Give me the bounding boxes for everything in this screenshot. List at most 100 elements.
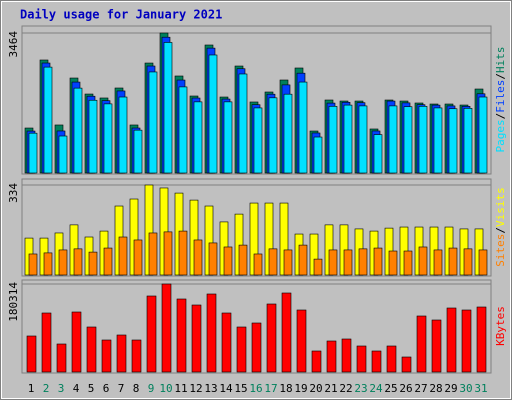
x-tick-label: 21 — [324, 382, 337, 395]
bar — [418, 246, 428, 276]
x-tick-label: 7 — [118, 382, 125, 395]
bar — [118, 236, 128, 276]
bar — [118, 96, 128, 174]
bar — [296, 309, 307, 373]
chart-title: Daily usage for January 2021 — [20, 8, 222, 22]
bar — [238, 244, 248, 276]
bar — [446, 307, 457, 373]
bar — [311, 350, 322, 373]
bar — [208, 242, 218, 276]
bar — [133, 239, 143, 276]
bar — [133, 129, 143, 174]
legend: Sites/Visits — [494, 187, 507, 267]
legend-entry: Visits — [494, 187, 507, 227]
bar — [253, 253, 263, 276]
bar — [373, 247, 383, 276]
legend-entry: Files — [494, 80, 507, 113]
bar — [373, 134, 383, 174]
bar — [401, 356, 412, 373]
bar — [103, 103, 113, 174]
x-tick-label: 23 — [354, 382, 367, 395]
bar — [386, 345, 397, 373]
bar — [161, 283, 172, 373]
bar — [281, 292, 292, 373]
bar — [88, 99, 98, 174]
x-tick-label: 31 — [474, 382, 487, 395]
legend-separator: / — [494, 113, 507, 120]
x-tick-label: 12 — [189, 382, 202, 395]
bar — [461, 309, 472, 373]
bar — [266, 303, 277, 373]
legend-entry: Pages — [494, 119, 507, 152]
bar — [313, 258, 323, 276]
bar — [73, 87, 83, 174]
bar — [26, 335, 37, 373]
bar — [358, 248, 368, 276]
bar — [476, 306, 487, 373]
x-tick-label: 30 — [459, 382, 472, 395]
bar — [433, 107, 443, 174]
bar — [101, 339, 112, 373]
bar — [71, 311, 82, 373]
bar — [326, 340, 337, 373]
bar — [478, 96, 488, 174]
bar — [313, 136, 323, 174]
bar — [388, 105, 398, 174]
bar — [418, 106, 428, 174]
bar — [178, 230, 188, 276]
x-tick-label: 16 — [249, 382, 262, 395]
x-tick-label: 24 — [369, 382, 383, 395]
x-tick-label: 28 — [429, 382, 442, 395]
bar — [328, 106, 338, 174]
bar — [43, 252, 53, 276]
bar — [206, 293, 217, 373]
x-tick-label: 25 — [384, 382, 397, 395]
bar — [73, 248, 83, 276]
bar — [298, 81, 308, 174]
bar — [58, 135, 68, 174]
bar — [131, 339, 142, 373]
legend-entry: Sites — [494, 234, 507, 267]
legend-separator: / — [494, 227, 507, 234]
legend-separator: / — [494, 73, 507, 80]
bar — [283, 249, 293, 276]
x-tick-label: 3 — [58, 382, 65, 395]
bar — [191, 304, 202, 373]
x-tick-label: 26 — [399, 382, 412, 395]
bar — [478, 249, 488, 276]
bar — [343, 104, 353, 174]
bar — [371, 350, 382, 373]
bar — [238, 73, 248, 174]
bar — [283, 93, 293, 174]
x-tick-label: 11 — [174, 382, 187, 395]
bar — [298, 244, 308, 276]
bar — [28, 253, 38, 276]
x-tick-label: 1 — [28, 382, 35, 395]
x-tick-label: 2 — [43, 382, 50, 395]
bar — [86, 326, 97, 373]
bar — [148, 71, 158, 174]
bar — [163, 42, 173, 174]
y-tick-label: 3464 — [7, 31, 20, 58]
bar — [463, 248, 473, 276]
bar — [88, 251, 98, 276]
x-tick-label: 13 — [204, 382, 217, 395]
bar — [416, 315, 427, 373]
x-tick-label: 8 — [133, 382, 140, 395]
bar — [253, 107, 263, 174]
bar — [103, 247, 113, 276]
bar — [163, 231, 173, 276]
bar — [116, 334, 127, 373]
bar — [176, 298, 187, 373]
bar — [463, 108, 473, 174]
legend-entry: Hits — [494, 47, 507, 74]
y-tick-label: 334 — [7, 183, 20, 203]
bar — [403, 106, 413, 174]
bar — [56, 343, 67, 373]
bar — [448, 247, 458, 276]
bar — [431, 319, 442, 373]
legend-entry: KBytes — [494, 306, 507, 346]
bar — [388, 250, 398, 276]
